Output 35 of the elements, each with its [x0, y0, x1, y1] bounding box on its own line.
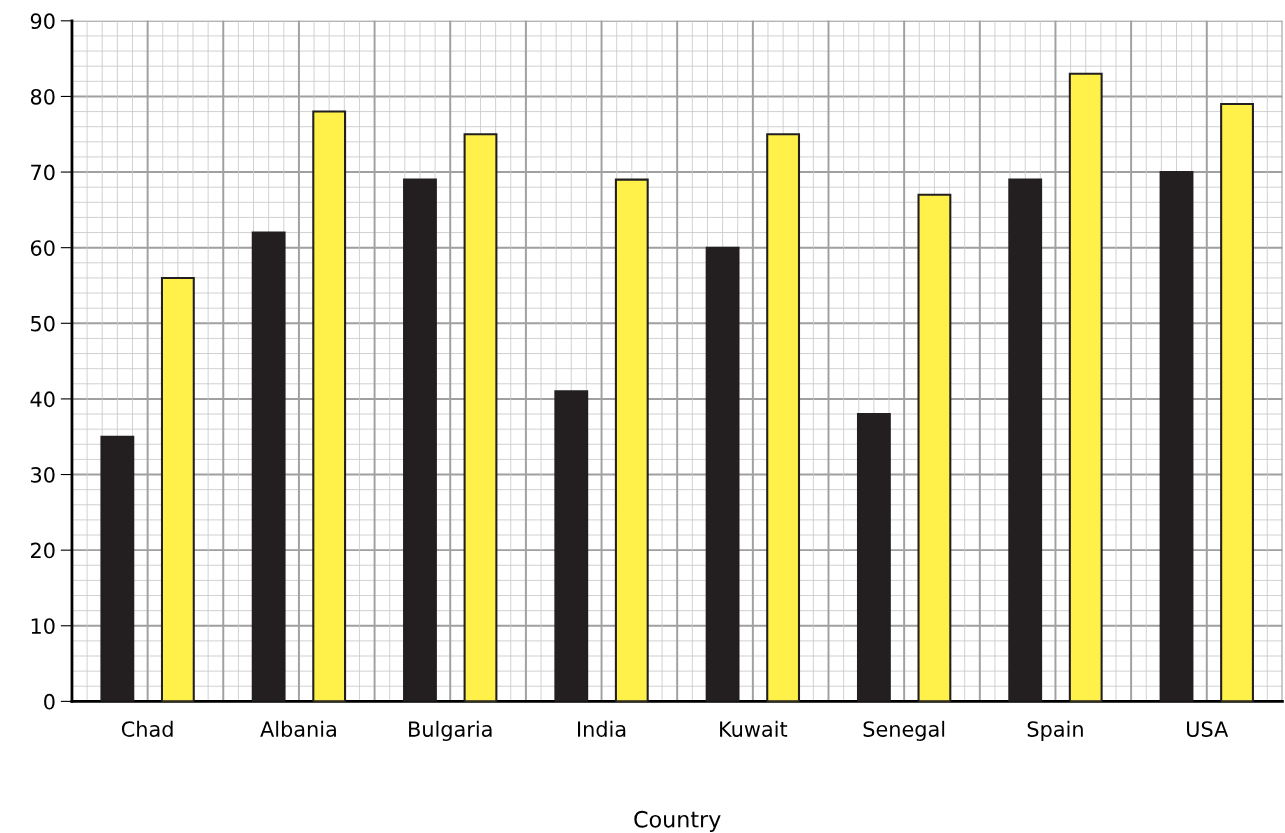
x-tick-label: India — [578, 720, 626, 737]
bar — [251, 231, 286, 702]
bar — [766, 133, 801, 702]
x-tick-label: Kuwait — [720, 720, 788, 737]
bar — [100, 435, 135, 702]
y-tick-label: 30 — [31, 466, 55, 483]
y-tick-label: 90 — [30, 13, 55, 30]
bar — [403, 178, 437, 702]
y-tick-label: 40 — [30, 391, 55, 408]
x-tick-label: Senegal — [863, 720, 945, 741]
x-tick-label: Albania — [260, 720, 336, 737]
bar — [312, 110, 347, 702]
y-tick-label: 20 — [31, 542, 55, 559]
bar — [160, 276, 195, 702]
y-tick-label: 0 — [44, 693, 55, 710]
bar — [856, 413, 891, 702]
bar — [705, 246, 740, 702]
y-tick-label: 10 — [31, 618, 55, 634]
bar — [1220, 102, 1254, 702]
y-tick-label: 70 — [31, 164, 55, 181]
bar — [1068, 72, 1103, 702]
x-tick-label: USA — [1187, 721, 1229, 737]
bar — [463, 133, 498, 702]
x-tick-label: Spain — [1027, 720, 1083, 741]
x-tick-label: Chad — [121, 720, 173, 737]
y-tick-label: 60 — [30, 240, 55, 256]
bar — [917, 193, 952, 702]
y-tick-label: 50 — [31, 315, 55, 332]
x-tick-label: Bulgaria — [409, 720, 492, 741]
x-axis-title: Country — [634, 810, 721, 832]
bar — [554, 390, 589, 702]
bar — [614, 178, 649, 702]
bar — [1008, 178, 1043, 702]
bar — [1159, 171, 1194, 702]
y-tick-label: 80 — [30, 88, 55, 105]
